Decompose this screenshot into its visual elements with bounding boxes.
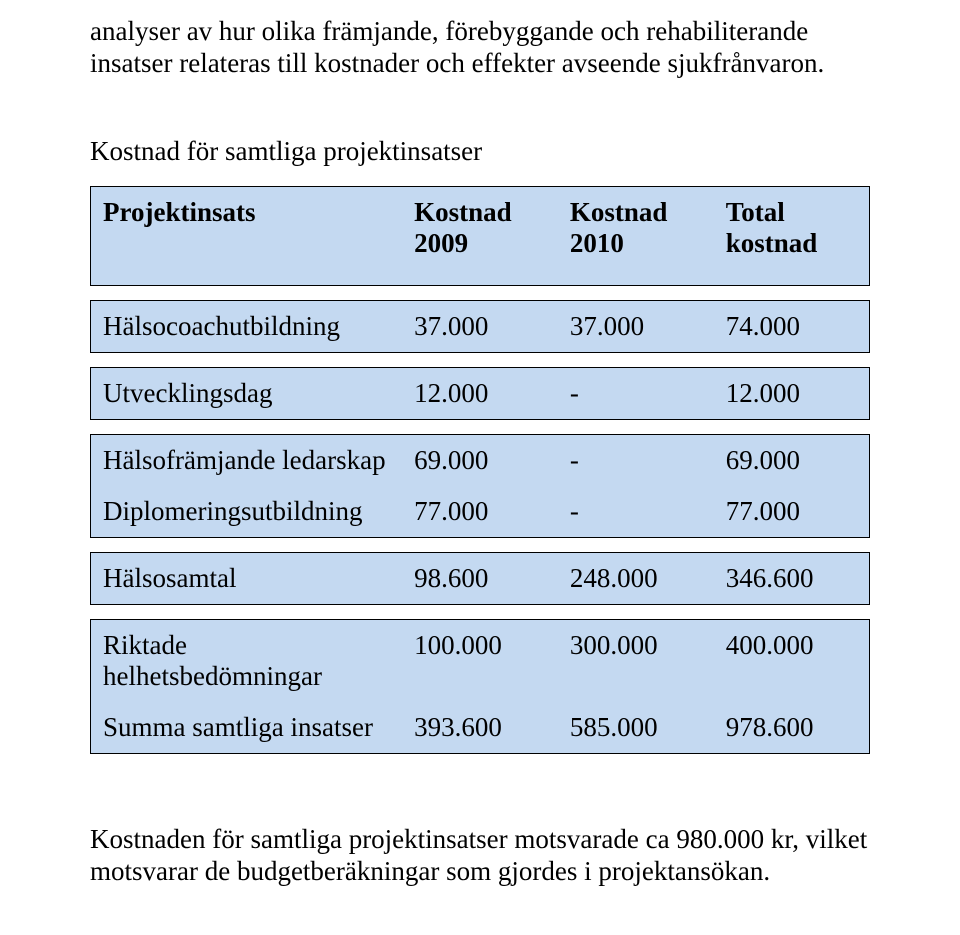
cell-total: 346.600 [714,552,870,604]
cell-total: 400.000 [714,619,870,702]
table-spacer [91,285,870,300]
cell-2009: 37.000 [402,300,558,352]
row-label: Hälsocoachutbildning [91,300,403,352]
table-spacer [91,604,870,619]
row-label: Riktade helhetsbedömningar [91,619,403,702]
cost-table: ProjektinsatsKostnad 2009Kostnad 2010Tot… [90,186,870,769]
table-header-cell: Kostnad 2010 [558,186,714,285]
table-row: Hälsocoachutbildning37.00037.00074.000 [91,300,870,352]
row-label: Diplomeringsutbildning [91,486,403,538]
table-row: Utvecklingsdag12.000-12.000 [91,367,870,419]
cell-2010: 37.000 [558,300,714,352]
cell-2009: 100.000 [402,619,558,702]
cell-total: 978.600 [714,702,870,754]
cell-2010: 248.000 [558,552,714,604]
table-header-row: ProjektinsatsKostnad 2009Kostnad 2010Tot… [91,186,870,285]
cell-2009: 393.600 [402,702,558,754]
table-spacer [91,537,870,552]
cell-total: 74.000 [714,300,870,352]
cell-2010: 585.000 [558,702,714,754]
row-label: Summa samtliga insatser [91,702,403,754]
table-spacer [91,352,870,367]
table-row: Riktade helhetsbedömningar100.000300.000… [91,619,870,702]
table-header-cell: Kostnad 2009 [402,186,558,285]
table-row: Hälsosamtal98.600248.000346.600 [91,552,870,604]
table-row: Diplomeringsutbildning77.000-77.000 [91,486,870,538]
cell-2009: 98.600 [402,552,558,604]
cell-total: 12.000 [714,367,870,419]
row-label: Hälsofrämjande ledarskap [91,434,403,486]
cell-2010: - [558,434,714,486]
table-spacer [91,419,870,434]
cell-total: 69.000 [714,434,870,486]
cell-2010: - [558,367,714,419]
cell-2009: 12.000 [402,367,558,419]
row-label: Hälsosamtal [91,552,403,604]
footer-paragraph: Kostnaden för samtliga projektinsatser m… [90,824,870,888]
cell-2009: 77.000 [402,486,558,538]
table-heading: Kostnad för samtliga projektinsatser [90,136,870,168]
document-page: analyser av hur olika främjande, förebyg… [0,0,960,928]
intro-paragraph: analyser av hur olika främjande, förebyg… [90,16,870,80]
cell-2009: 69.000 [402,434,558,486]
table-header-cell: Total kostnad [714,186,870,285]
cell-2010: - [558,486,714,538]
cell-2010: 300.000 [558,619,714,702]
table-spacer [91,753,870,768]
table-header-cell: Projektinsats [91,186,403,285]
table-row: Hälsofrämjande ledarskap69.000-69.000 [91,434,870,486]
row-label: Utvecklingsdag [91,367,403,419]
cell-total: 77.000 [714,486,870,538]
table-row: Summa samtliga insatser393.600585.000978… [91,702,870,754]
